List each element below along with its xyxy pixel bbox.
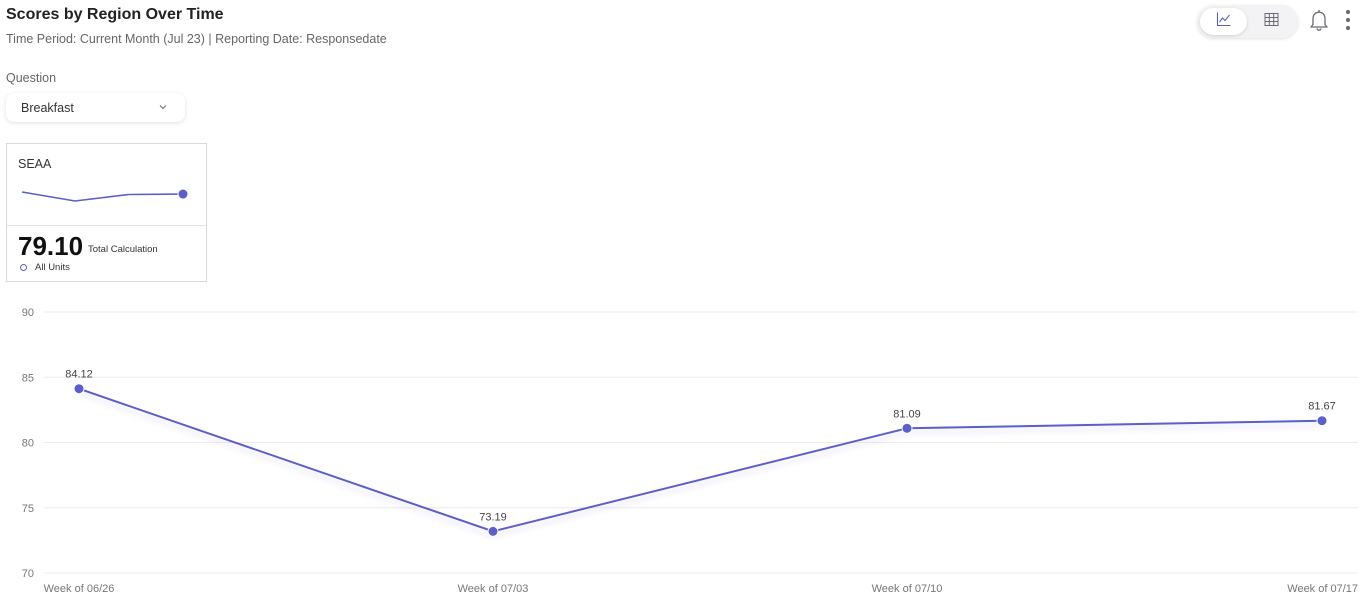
page-title: Scores by Region Over Time (6, 6, 224, 23)
legend-marker-icon (20, 264, 27, 271)
x-tick-label: Week of 07/10 (872, 583, 943, 595)
question-dropdown-value: Breakfast (21, 100, 74, 115)
region-summary-card[interactable]: SEAA 79.10 Total Calculation All Units (6, 143, 207, 282)
view-toggle (1197, 5, 1298, 38)
card-calc-label: Total Calculation (88, 244, 158, 255)
data-point (1317, 416, 1327, 426)
bell-icon (1308, 10, 1330, 36)
data-point (488, 526, 498, 536)
sparkline-line (21, 191, 184, 202)
data-label: 73.19 (479, 511, 507, 523)
table-icon (1264, 12, 1279, 32)
line-chart: 70 75 80 85 90 Week of 06/26 Week of 07/03 Week… (22, 307, 1358, 595)
line-chart-icon (1216, 11, 1232, 32)
y-tick-label: 85 (22, 372, 34, 384)
y-tick-label: 70 (22, 568, 34, 580)
line-chart-view-button[interactable] (1200, 8, 1247, 35)
more-vertical-icon (1341, 9, 1355, 35)
x-tick-label: Week of 07/17 (1287, 583, 1358, 595)
y-tick-label: 80 (22, 438, 34, 450)
sparkline-point (178, 189, 188, 199)
series-line (78, 387, 1323, 533)
question-dropdown[interactable]: Breakfast (6, 93, 185, 122)
table-view-button[interactable] (1248, 8, 1295, 35)
card-legend: All Units (18, 262, 70, 273)
card-legend-label: All Units (35, 262, 70, 273)
sparkline (21, 188, 189, 202)
y-tick-label: 75 (22, 503, 34, 515)
more-options-button[interactable] (1341, 9, 1355, 36)
data-label: 84.12 (65, 369, 93, 381)
page-subtitle: Time Period: Current Month (Jul 23) | Re… (6, 32, 387, 46)
data-point (902, 423, 912, 433)
y-tick-label: 90 (22, 307, 34, 319)
card-score-value: 79.10 (18, 231, 84, 261)
card-region-name: SEAA (18, 157, 52, 171)
question-label: Question (6, 71, 57, 85)
chevron-down-icon (158, 101, 168, 115)
data-label: 81.67 (1308, 401, 1336, 413)
notifications-button[interactable] (1308, 8, 1330, 37)
data-label: 81.09 (893, 408, 921, 420)
x-tick-label: Week of 07/03 (458, 583, 529, 595)
card-divider (7, 225, 206, 226)
data-point (74, 384, 84, 394)
x-tick-label: Week of 06/26 (44, 583, 115, 595)
